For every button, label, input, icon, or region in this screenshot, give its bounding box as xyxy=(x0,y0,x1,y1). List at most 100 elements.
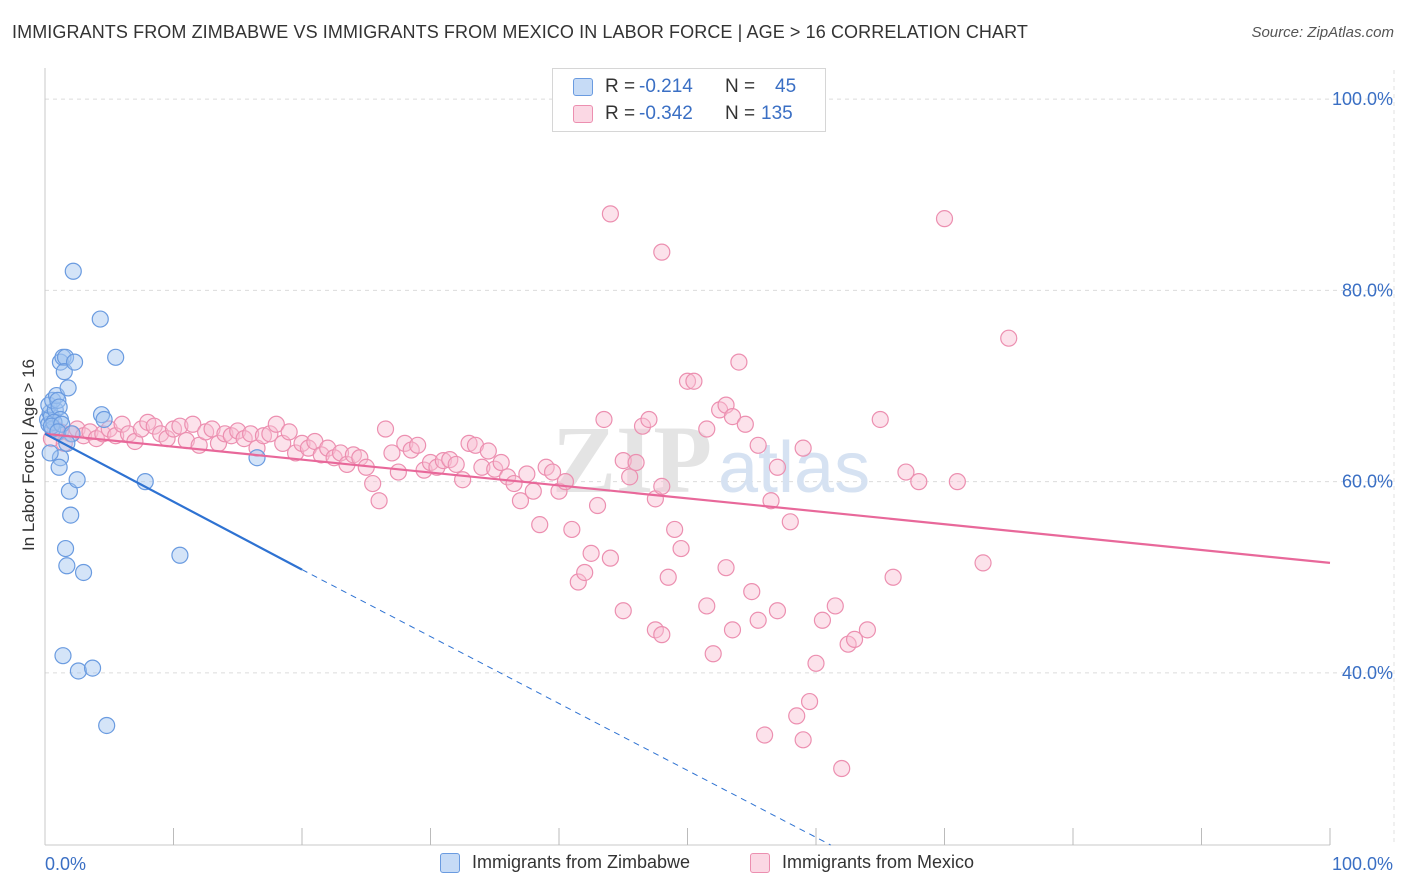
mexico-point xyxy=(788,707,806,725)
zimbabwe-point xyxy=(92,406,111,424)
mexico-point xyxy=(376,420,395,438)
mexico-point xyxy=(486,460,504,478)
mexico-point xyxy=(845,630,864,649)
mexico-point xyxy=(807,654,825,672)
legend-item-mexico[interactable]: Immigrants from Mexico xyxy=(750,852,974,873)
mexico-point xyxy=(768,458,787,476)
mexico-point xyxy=(428,458,446,476)
x-tick-label: 100.0% xyxy=(1332,854,1393,874)
mexico-point xyxy=(730,353,748,371)
zimbabwe-point xyxy=(51,353,70,371)
mexico-point xyxy=(254,427,273,445)
mexico-point xyxy=(543,463,562,481)
mexico-point xyxy=(897,463,915,481)
mexico-point xyxy=(633,417,652,435)
tick-labels: 100.0% 80.0% 60.0% 40.0% 0.0% 100.0% xyxy=(45,89,1393,874)
mexico-point xyxy=(518,465,536,483)
mexico-point xyxy=(492,453,510,472)
r-label: R = xyxy=(605,103,636,124)
x-tick-label: 0.0% xyxy=(45,854,86,874)
mexico-point xyxy=(383,444,401,462)
y-tick-label: 100.0% xyxy=(1332,89,1393,109)
mexico-point xyxy=(267,415,285,433)
zimbabwe-point xyxy=(50,458,68,476)
zimbabwe-point xyxy=(98,716,116,735)
zimbabwe-point xyxy=(49,391,67,409)
zimbabwe-point xyxy=(59,379,77,397)
y-axis-label: In Labor Force | Age > 16 xyxy=(19,359,38,551)
mexico-point xyxy=(261,425,279,443)
mexico-point xyxy=(132,420,150,438)
mexico-point xyxy=(672,539,690,558)
mexico-point xyxy=(511,492,530,510)
mexico-point xyxy=(723,408,742,426)
mexico-point xyxy=(794,731,812,749)
mexico-point xyxy=(434,451,452,470)
mexico-point xyxy=(1000,329,1018,347)
mexico-point xyxy=(171,417,189,435)
mexico-point xyxy=(531,516,549,534)
mexico-swatch xyxy=(750,852,770,873)
zimbabwe-trend-extension xyxy=(301,569,831,846)
zimbabwe-point xyxy=(107,348,125,366)
mexico-point xyxy=(280,423,298,441)
y-tick-label: 40.0% xyxy=(1342,663,1393,683)
mexico-point xyxy=(833,759,851,778)
legend-label-zimbabwe: Immigrants from Zimbabwe xyxy=(472,852,691,872)
mexico-point xyxy=(312,446,330,464)
zimbabwe-point xyxy=(68,471,86,489)
r-label: R = xyxy=(605,76,636,97)
mexico-point xyxy=(614,602,632,620)
mexico-point xyxy=(569,573,587,591)
mexico-point xyxy=(396,434,414,452)
zimbabwe-point xyxy=(62,506,80,524)
zimbabwe-point xyxy=(41,444,59,462)
legend-label-mexico: Immigrants from Mexico xyxy=(782,852,975,872)
mexico-point xyxy=(627,453,645,472)
mexico-point xyxy=(601,549,620,567)
watermark-atlas: atlas xyxy=(718,428,870,508)
trend-lines xyxy=(44,432,1331,846)
mexico-point xyxy=(723,621,742,639)
zimbabwe-point xyxy=(64,262,82,280)
r-value: -0.214 xyxy=(639,76,693,97)
zimbabwe-point xyxy=(171,546,189,564)
mexico-point xyxy=(319,439,337,457)
mexico-point xyxy=(286,444,305,462)
mexico-point xyxy=(717,559,735,577)
zimbabwe-point xyxy=(54,647,72,665)
legend-item-zimbabwe[interactable]: Immigrants from Zimbabwe xyxy=(440,852,690,873)
y-tick-label: 80.0% xyxy=(1342,280,1393,300)
y-tick-label: 60.0% xyxy=(1342,472,1393,492)
n-label: N = xyxy=(725,76,756,97)
mexico-trend-line xyxy=(44,432,1331,565)
mexico-points xyxy=(42,205,1018,778)
mexico-point xyxy=(698,420,716,438)
source-label: Source: ZipAtlas.com xyxy=(1251,24,1394,41)
mexico-point xyxy=(473,458,491,476)
mexico-swatch xyxy=(573,105,593,123)
mexico-point xyxy=(762,492,780,510)
mexico-point xyxy=(550,482,568,500)
mexico-point xyxy=(479,442,497,460)
mexico-point xyxy=(653,243,671,261)
zimbabwe-point xyxy=(65,353,84,371)
n-value: 135 xyxy=(761,103,793,124)
zimbabwe-swatch xyxy=(573,78,593,96)
mexico-point xyxy=(113,415,131,433)
mexico-point xyxy=(935,210,954,228)
mexico-point xyxy=(364,474,382,493)
series-legend: Immigrants from Zimbabwe Immigrants from… xyxy=(0,852,1406,878)
n-label: N = xyxy=(725,103,756,124)
mexico-point xyxy=(755,726,774,744)
mexico-point xyxy=(100,420,118,438)
mexico-point xyxy=(659,568,677,586)
r-value: -0.342 xyxy=(639,103,693,124)
mexico-point xyxy=(389,463,407,481)
mexico-point xyxy=(370,492,388,510)
zimbabwe-point xyxy=(58,557,76,575)
correlation-legend: R = -0.214 N = 45 R = -0.342 N = 135 xyxy=(552,68,826,132)
chart-title: IMMIGRANTS FROM ZIMBABWE VS IMMIGRANTS F… xyxy=(12,22,1029,42)
axes xyxy=(44,68,1331,846)
